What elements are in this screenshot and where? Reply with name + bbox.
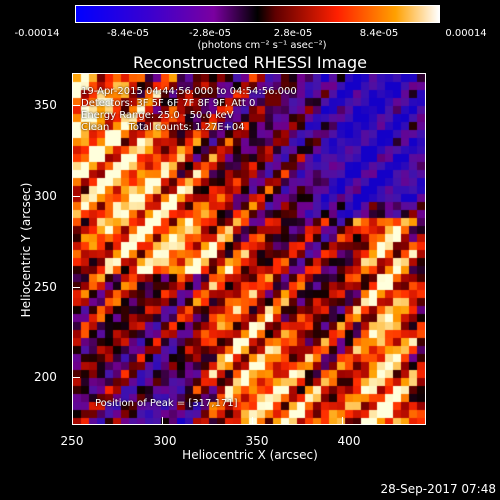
chart-title: Reconstructed RHESSI Image xyxy=(133,53,367,72)
time-range-text: 19-Apr-2015 04:44:56.000 to 04:54:56.000 xyxy=(81,86,297,97)
colorbar-tick: -8.4e-05 xyxy=(107,28,149,39)
heatmap-image xyxy=(73,74,425,424)
x-tick-label: 350 xyxy=(245,434,269,448)
y-tick-label: 250 xyxy=(34,280,57,294)
x-tick-mark xyxy=(342,417,343,425)
peak-position-text: Position of Peak = [317,171] xyxy=(95,398,238,409)
colorbar-tick: 2.8e-05 xyxy=(273,28,313,39)
y-tick-mark xyxy=(72,196,80,197)
colorbar-tick: 8.4e-05 xyxy=(359,28,399,39)
energy-range-text: Energy Range: 25.0 - 50.0 keV xyxy=(81,110,234,121)
colorbar-unit-label: (photons cm⁻² s⁻¹ asec⁻²) xyxy=(197,40,327,51)
y-tick-label: 200 xyxy=(34,370,57,384)
timestamp: 28-Sep-2017 07:48 xyxy=(380,482,496,496)
y-tick-label: 300 xyxy=(34,189,57,203)
method-counts-text: Clean Total counts: 1.27E+04 xyxy=(81,122,245,133)
x-tick-mark xyxy=(72,417,73,425)
y-tick-mark xyxy=(72,287,80,288)
heatmap-plot: 19-Apr-2015 04:44:56.000 to 04:54:56.000… xyxy=(72,73,426,425)
x-tick-label: 250 xyxy=(60,434,84,448)
y-tick-mark xyxy=(72,377,80,378)
x-tick-label: 400 xyxy=(337,434,361,448)
x-tick-mark xyxy=(252,417,253,425)
x-axis-label: Heliocentric X (arcsec) xyxy=(182,448,318,462)
y-tick-label: 350 xyxy=(34,98,57,112)
y-tick-mark xyxy=(72,105,80,106)
colorbar xyxy=(75,5,440,23)
x-tick-mark xyxy=(162,417,163,425)
colorbar-tick: -2.8e-05 xyxy=(189,28,231,39)
x-tick-label: 300 xyxy=(153,434,177,448)
colorbar-tick: 0.00014 xyxy=(445,28,487,39)
detectors-text: Detectors: 3F 5F 6F 7F 8F 9F, Att 0 xyxy=(81,98,256,109)
colorbar-tick: -0.00014 xyxy=(14,28,60,39)
y-axis-label: Heliocentric Y (arcsec) xyxy=(19,182,33,318)
